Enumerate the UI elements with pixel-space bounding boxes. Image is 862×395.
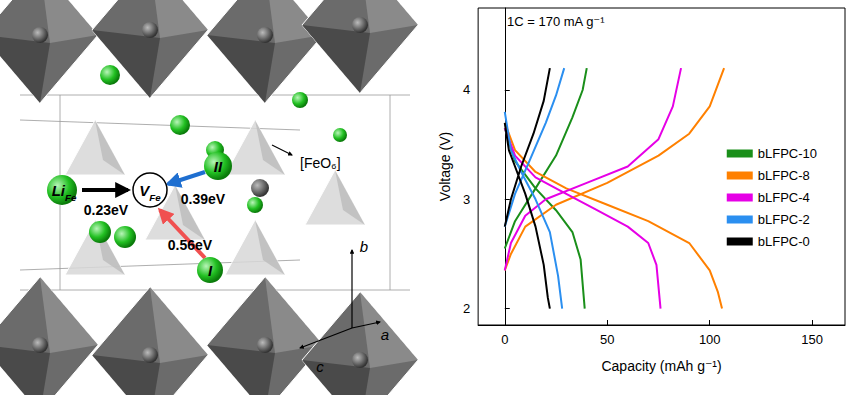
svg-text:1C = 170 mA g⁻¹: 1C = 170 mA g⁻¹	[507, 14, 605, 29]
svg-text:bLFPC-8: bLFPC-8	[758, 168, 810, 183]
svg-text:bLFPC-2: bLFPC-2	[758, 212, 810, 227]
svg-text:0.23eV: 0.23eV	[84, 202, 129, 218]
svg-text:I: I	[208, 262, 213, 279]
svg-text:b: b	[360, 238, 368, 255]
svg-text:a: a	[381, 326, 389, 343]
svg-text:0: 0	[501, 332, 508, 347]
svg-text:0.39eV: 0.39eV	[181, 191, 226, 207]
svg-text:VFe: VFe	[139, 182, 161, 203]
svg-text:bLFPC-10: bLFPC-10	[758, 146, 817, 161]
svg-text:2: 2	[463, 301, 470, 316]
svg-text:II: II	[214, 158, 223, 175]
svg-text:[FeO₆]: [FeO₆]	[300, 155, 341, 171]
svg-text:0.56eV: 0.56eV	[168, 237, 213, 253]
svg-text:Voltage (V): Voltage (V)	[437, 132, 453, 201]
svg-text:4: 4	[463, 82, 470, 97]
svg-text:Capacity (mAh g⁻¹): Capacity (mAh g⁻¹)	[601, 358, 721, 374]
svg-text:50: 50	[600, 332, 614, 347]
svg-text:LiFe: LiFe	[52, 182, 77, 203]
svg-text:3: 3	[463, 192, 470, 207]
svg-text:bLFPC-0: bLFPC-0	[758, 234, 810, 249]
svg-text:bLFPC-4: bLFPC-4	[758, 190, 810, 205]
svg-text:150: 150	[801, 332, 823, 347]
svg-text:c: c	[316, 358, 324, 375]
svg-text:100: 100	[699, 332, 721, 347]
